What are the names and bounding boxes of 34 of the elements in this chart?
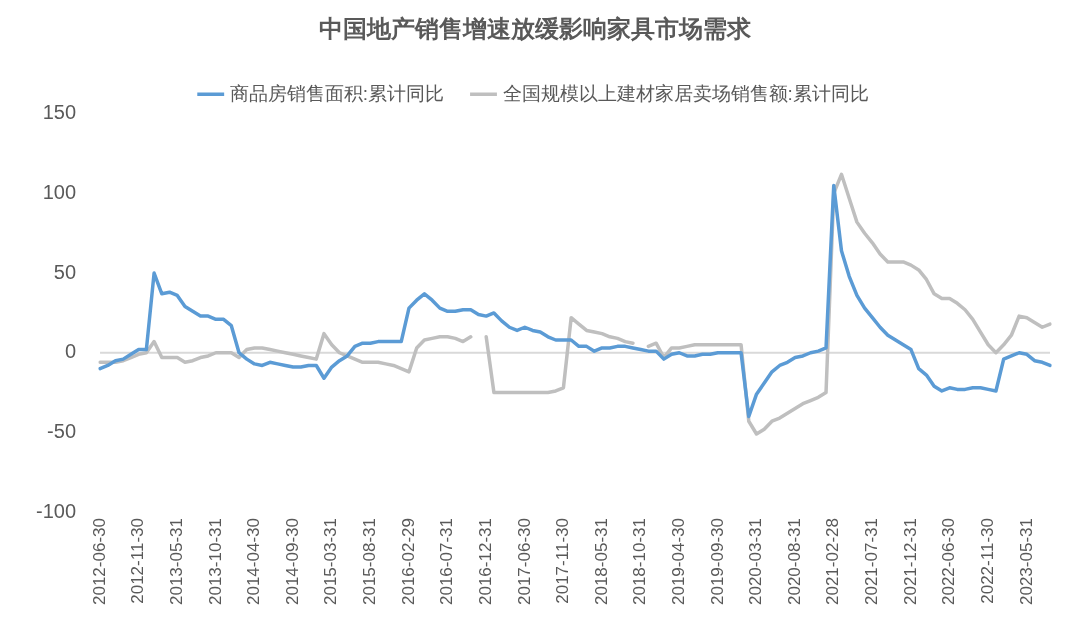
x-tick-label: 2022-11-30 — [977, 518, 997, 604]
x-tick-label: 2013-05-31 — [166, 518, 186, 606]
x-tick-label: 2021-07-31 — [862, 518, 882, 606]
x-tick-label: 2012-11-30 — [128, 518, 148, 604]
x-tick-label: 2020-08-31 — [784, 518, 804, 606]
x-tick-label: 2023-05-31 — [1016, 518, 1036, 606]
y-tick-label: 150 — [42, 101, 77, 124]
x-tick-label: 2014-09-30 — [282, 518, 302, 606]
x-tick-label: 2016-07-31 — [437, 518, 457, 606]
x-tick-label: 2017-11-30 — [553, 518, 573, 604]
x-tick-label: 2021-02-28 — [823, 518, 843, 606]
x-tick-label: 2019-09-30 — [707, 518, 727, 606]
x-tick-label: 2016-02-29 — [398, 518, 418, 606]
x-tick-label: 2015-03-31 — [321, 518, 341, 606]
x-tick-label: 2018-05-31 — [591, 518, 611, 606]
y-tick-label: 0 — [64, 340, 77, 363]
x-tick-label: 2016-12-31 — [475, 518, 495, 606]
x-tick-label: 2021-12-31 — [900, 518, 920, 606]
x-tick-label: 2015-08-31 — [360, 518, 380, 606]
x-tick-label: 2014-04-30 — [244, 518, 264, 606]
x-tick-label: 2018-10-31 — [630, 518, 650, 606]
y-tick-label: 100 — [42, 180, 77, 203]
y-tick-label: 50 — [53, 260, 77, 283]
x-tick-label: 2017-06-30 — [514, 518, 534, 606]
x-tick-label: 2019-04-30 — [668, 518, 688, 606]
chart-title: 中国地产销售增速放缓影响家具市场需求 — [319, 15, 752, 43]
y-tick-label: -50 — [47, 419, 77, 442]
x-tick-label: 2022-06-30 — [939, 518, 959, 606]
legend-label: 全国规模以上建材家居卖场销售额:累计同比 — [502, 82, 869, 104]
x-tick-label: 2020-03-31 — [746, 518, 766, 606]
x-tick-label: 2012-06-30 — [89, 518, 109, 606]
y-tick-label: -100 — [36, 499, 77, 522]
x-tick-label: 2013-10-31 — [205, 518, 225, 606]
legend-label: 商品房销售面积:累计同比 — [229, 82, 444, 104]
